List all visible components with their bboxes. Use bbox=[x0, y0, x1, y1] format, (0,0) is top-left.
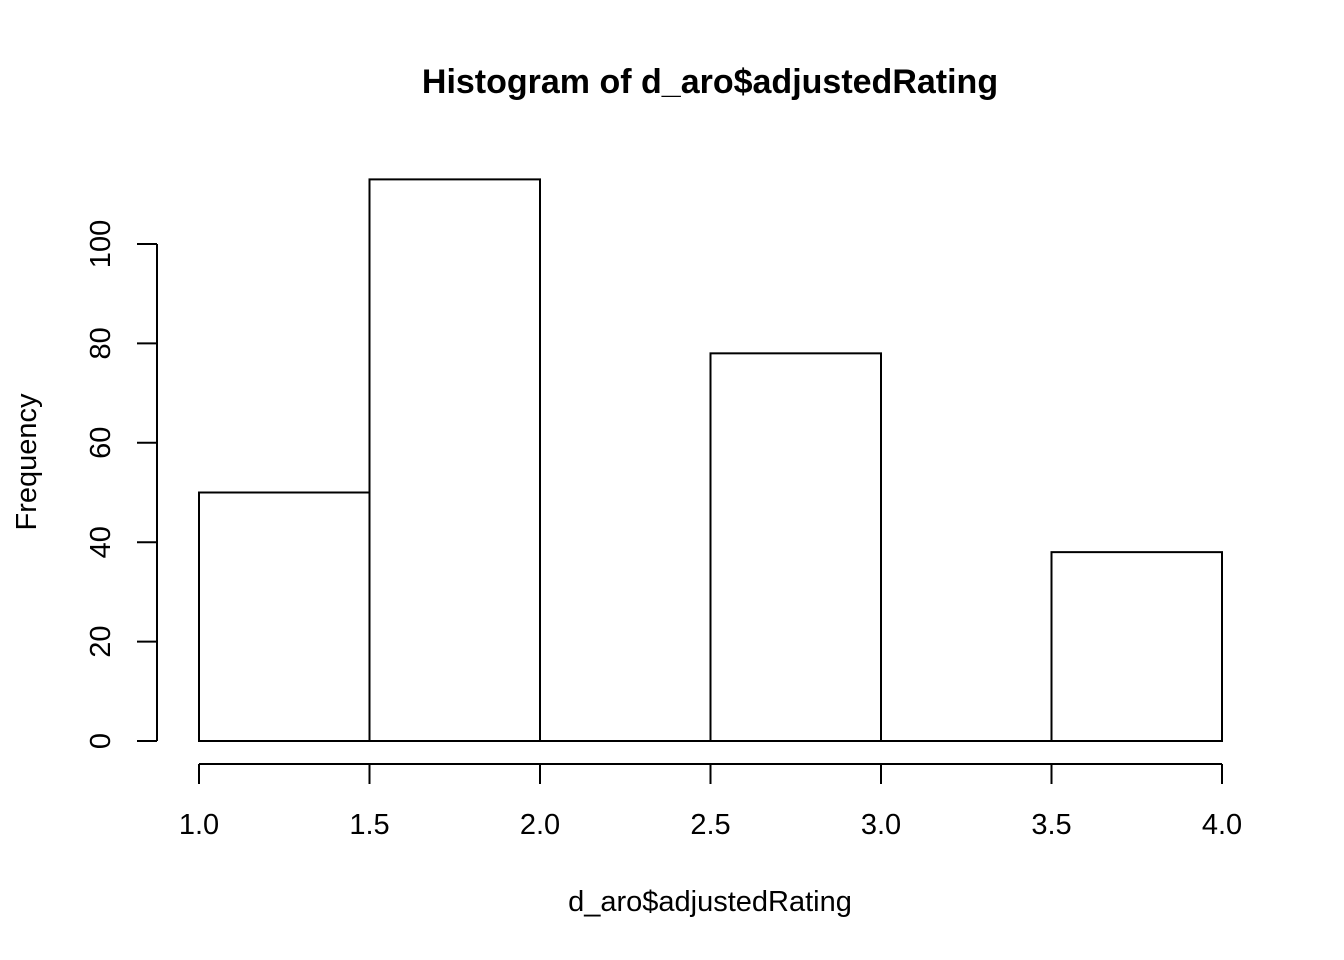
y-tick-label-3: 60 bbox=[85, 427, 117, 459]
chart-title: Histogram of d_aro$adjustedRating bbox=[422, 63, 998, 101]
bars-group bbox=[198, 178, 1223, 743]
y-tick-label-1: 20 bbox=[85, 625, 117, 657]
x-tick-label-6: 4.0 bbox=[1202, 809, 1242, 841]
x-tick-label-2: 2.0 bbox=[520, 809, 560, 841]
x-tick-label-5: 3.5 bbox=[1031, 809, 1071, 841]
y-tick-label-5: 100 bbox=[85, 220, 117, 268]
histogram-bar-1 bbox=[368, 178, 541, 742]
x-axis: 1.0 1.5 2.0 2.5 3.0 3.5 4.0 bbox=[179, 763, 1242, 841]
histogram-bar-5 bbox=[1050, 551, 1223, 743]
y-tick-label-4: 80 bbox=[85, 327, 117, 359]
x-tick-label-3: 2.5 bbox=[690, 809, 730, 841]
histogram-bar-3 bbox=[709, 352, 882, 742]
y-axis: 0 20 40 60 80 100 bbox=[85, 220, 158, 749]
x-tick-label-1: 1.5 bbox=[349, 809, 389, 841]
x-tick-label-0: 1.0 bbox=[179, 809, 219, 841]
y-axis-label: Frequency bbox=[11, 393, 43, 531]
x-tick-label-4: 3.0 bbox=[861, 809, 901, 841]
y-tick-label-2: 40 bbox=[85, 526, 117, 558]
histogram-bar-0 bbox=[198, 491, 371, 742]
y-tick-label-0: 0 bbox=[85, 733, 117, 749]
x-axis-label: d_aro$adjustedRating bbox=[568, 886, 852, 918]
